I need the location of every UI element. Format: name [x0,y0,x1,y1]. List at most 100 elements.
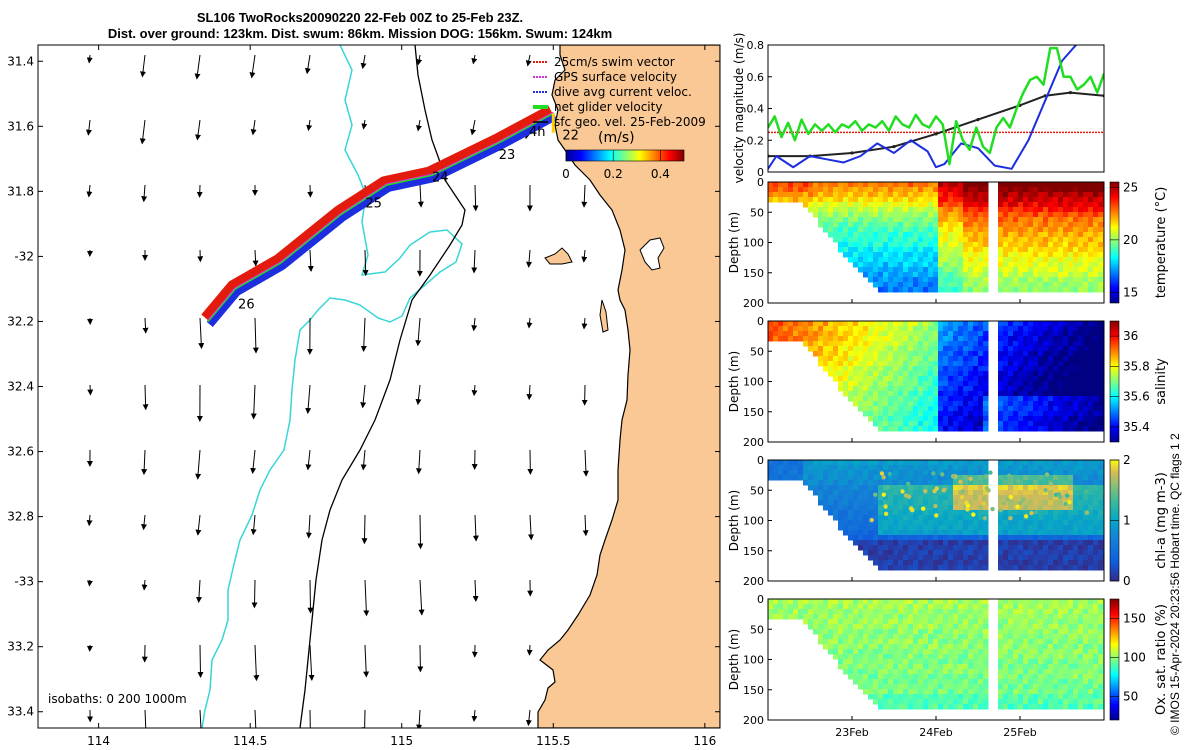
section-cell [1043,232,1049,238]
section-cell [863,386,869,392]
section-cell [1068,614,1074,620]
section-cell [888,609,894,615]
section-cell [1008,649,1014,655]
section-cell [1043,416,1049,422]
section-cell [928,505,934,511]
velocity-arrow [307,249,314,272]
section-cell [808,465,814,471]
section-cell [808,599,814,605]
section-cell [858,356,864,362]
section-cell [983,391,989,397]
section-cell [933,391,939,397]
section-cell [883,202,889,208]
section-cell [1048,356,1054,362]
section-cell [903,401,909,407]
section-cell [1008,505,1014,511]
section-cell [808,619,814,625]
section-cell [1053,505,1059,511]
section-cell [843,659,849,665]
section-cell [848,515,854,521]
section-cell [1008,391,1014,397]
section-cell [828,361,834,367]
section-cell [953,356,959,362]
section-cell [1013,465,1019,471]
section-cell [973,699,979,705]
section-cell [1023,242,1029,248]
section-cell [883,465,889,471]
section-cell [888,351,894,357]
section-cell [1043,336,1049,342]
section-cell [983,609,989,615]
section-cell [1053,272,1059,278]
section-cell [793,192,799,198]
section-cell [923,694,929,700]
section-cell [928,699,934,705]
section-cell [928,341,934,347]
section-cell [953,326,959,332]
section-cell [1073,336,1079,342]
section-cell [888,421,894,427]
section-cell [923,545,929,551]
section-cell [828,495,834,501]
section-cell [838,187,844,193]
section-cell [1003,510,1009,516]
section-cell [1038,361,1044,367]
section-cell [958,232,964,238]
chl-dot [910,508,915,513]
section-cell [1018,331,1024,337]
depth-tick-label: 200 [743,436,764,449]
section-cell [1063,495,1069,501]
section-cell [958,401,964,407]
section-cell [968,187,974,193]
section-cell [893,555,899,561]
section-cell [1023,629,1029,635]
section-cell [778,336,784,342]
section-cell [1068,272,1074,278]
section-cell [1023,525,1029,531]
section-cell [888,381,894,387]
section-cell [1018,669,1024,675]
section-cell [1038,614,1044,620]
section-cell [983,699,989,705]
section-cell [1048,227,1054,233]
section-cell [1043,644,1049,650]
section-cell [898,391,904,397]
section-cell [978,187,984,193]
section-cell [903,187,909,193]
section-cell [1033,371,1039,377]
section-cell [998,515,1004,521]
section-cell [948,182,954,188]
section-cell [898,515,904,521]
section-cell [863,490,869,496]
section-cell [943,674,949,680]
section-cell [1078,401,1084,407]
section-cell [923,510,929,516]
section-cell [1058,187,1064,193]
section-cell [908,629,914,635]
section-cell [1028,351,1034,357]
section-cell [1068,639,1074,645]
velocity-arrow [141,184,148,203]
section-cell [1028,232,1034,238]
section-cell [1058,262,1064,268]
section-cell [898,669,904,675]
section-cell [1038,704,1044,710]
section-cell [858,192,864,198]
section-cell [1023,654,1029,660]
section-cell [1028,684,1034,690]
section-cell [803,182,809,188]
section-cell [833,371,839,377]
section-cell [1038,272,1044,278]
section-cell [998,287,1004,293]
section-cell [1058,416,1064,422]
section-cell [778,197,784,203]
section-cell [888,356,894,362]
section-cell [898,426,904,432]
section-cell [773,475,779,481]
section-cell [903,614,909,620]
section-cell [1058,525,1064,531]
section-cell [1053,659,1059,665]
section-cell [883,614,889,620]
section-cell [1023,257,1029,263]
section-cell [823,634,829,640]
